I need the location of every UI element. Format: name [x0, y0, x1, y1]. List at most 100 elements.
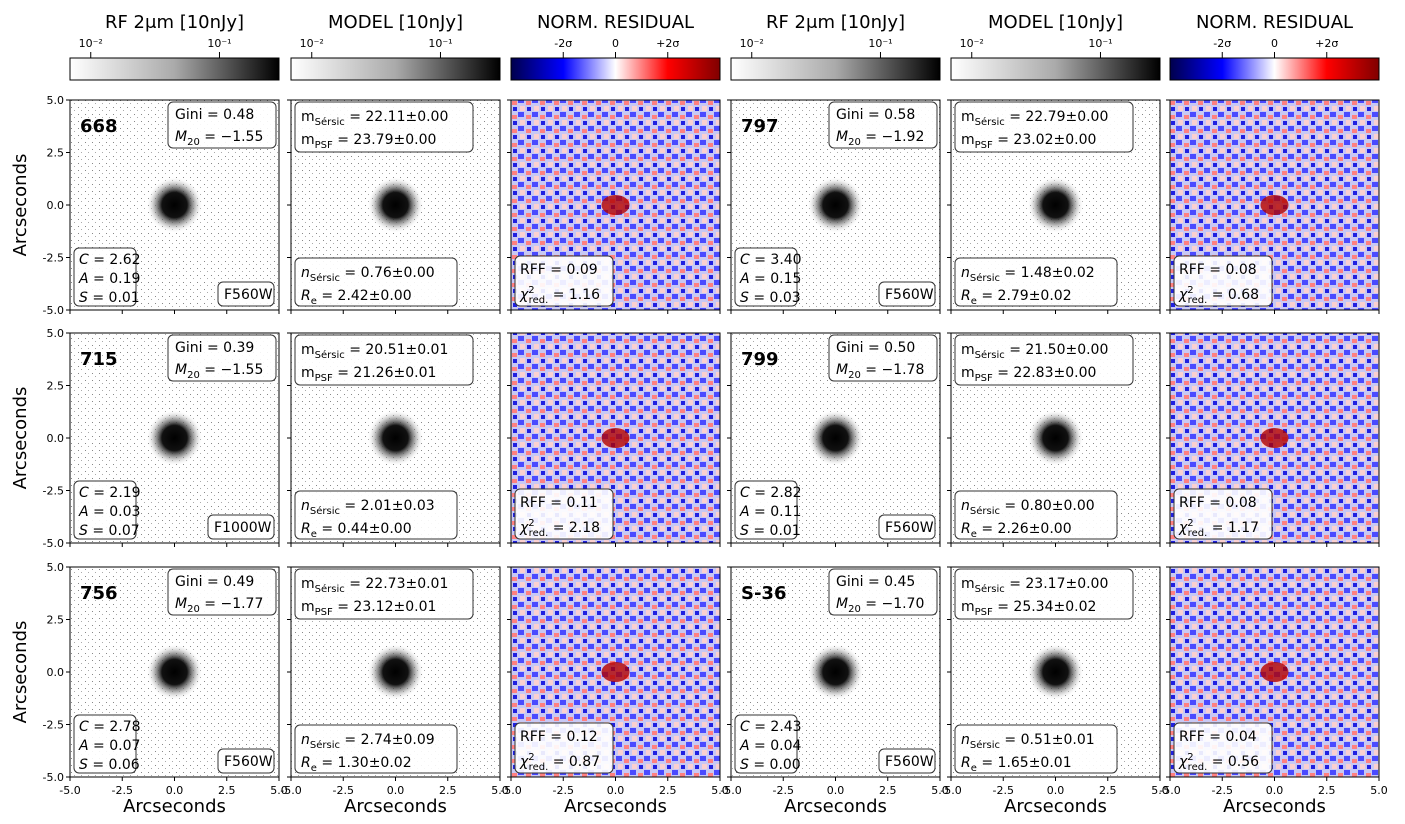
- annotation-part: M: [175, 596, 187, 612]
- annotation-part: =: [861, 596, 882, 612]
- label-box: [294, 568, 474, 620]
- annotation-part: =: [977, 288, 998, 304]
- label-box: [294, 724, 458, 774]
- y-tick-label: 0.0: [47, 666, 65, 679]
- annotation: M20 = −1.78: [836, 362, 924, 381]
- annotation-part: 0.19: [109, 271, 140, 287]
- annotation-part: S: [740, 523, 749, 539]
- residual-core: [1260, 428, 1289, 448]
- annotation-part: 0.00: [770, 757, 801, 773]
- annotation-part: 23.02±0.00: [1013, 132, 1096, 148]
- annotation-part: PSF: [315, 607, 333, 618]
- annotation-part: m: [301, 132, 315, 148]
- x-axis-label: Arcseconds: [344, 796, 447, 817]
- colorbar: [290, 57, 501, 81]
- annotation-part: 0.09: [566, 262, 597, 278]
- annotation-part: C: [79, 485, 89, 501]
- annotation-part: 1.16: [569, 287, 600, 303]
- annotation: Gini = 0.48: [175, 107, 254, 123]
- annotation-part: 20: [848, 137, 861, 148]
- annotation: Re = 2.42±0.00: [301, 288, 412, 307]
- source: [807, 177, 864, 233]
- colorbar-tick-label: +2σ: [656, 37, 679, 50]
- annotation: M20 = −1.92: [836, 129, 924, 148]
- annotation: S = 0.06: [79, 757, 140, 773]
- annotation-part: m: [301, 599, 315, 615]
- annotation-part: M: [836, 129, 848, 145]
- annotation-part: =: [1207, 754, 1228, 770]
- label-box: [954, 257, 1118, 307]
- colorbar-tick-label: 10⁻¹: [207, 37, 231, 50]
- annotation-part: PSF: [975, 373, 993, 384]
- annotation-part: m: [961, 365, 975, 381]
- annotation-part: A: [739, 504, 750, 520]
- annotation-part: e: [311, 296, 317, 307]
- source: [146, 177, 203, 233]
- annotation-part: 0.58: [884, 107, 915, 123]
- residual-core: [601, 195, 630, 215]
- annotation: nSérsic = 2.74±0.09: [301, 732, 435, 751]
- annotation-part: red.: [529, 295, 549, 306]
- annotation-part: m: [961, 342, 975, 358]
- x-axis-label: Arcseconds: [564, 796, 667, 817]
- x-tick-label: 5.0: [491, 784, 509, 797]
- annotation-part: Sérsic: [310, 272, 340, 284]
- y-tick-label: 2.5: [47, 380, 65, 393]
- colorbar-tick-label: -2σ: [554, 37, 572, 50]
- annotation-part: 22.11±0.00: [365, 109, 448, 125]
- annotation: F560W: [224, 287, 273, 303]
- annotation-part: Sérsic: [975, 116, 1005, 128]
- y-axis-label: Arcseconds: [10, 154, 31, 257]
- source: [1027, 177, 1084, 233]
- annotation-part: Sérsic: [315, 349, 345, 361]
- annotation-part: Sérsic: [315, 116, 345, 128]
- colorbar-tick-label: 10⁻¹: [1088, 37, 1112, 50]
- annotation: RFF = 0.09: [520, 262, 598, 278]
- annotation-part: =: [750, 738, 771, 754]
- annotation-part: 1.65±0.01: [998, 755, 1072, 771]
- annotation-part: χ: [1178, 287, 1188, 303]
- annotation-part: 21.26±0.01: [353, 365, 436, 381]
- annotation-part: 2: [528, 285, 534, 296]
- annotation-part: =: [1000, 265, 1021, 281]
- annotation-part: =: [340, 498, 361, 514]
- annotation-part: 0.45: [884, 574, 915, 590]
- annotation-part: =: [750, 271, 771, 287]
- source: [367, 177, 424, 233]
- label-box: [734, 247, 798, 307]
- colorbar-tick-label: 0: [1271, 37, 1278, 50]
- colorbar-tick-label: 0: [612, 37, 619, 50]
- annotation: C = 2.62: [79, 252, 141, 268]
- annotation: F560W: [224, 754, 273, 770]
- annotation-part: 2: [528, 752, 534, 763]
- annotation-part: Gini: [836, 574, 864, 590]
- annotation-part: Gini: [836, 107, 864, 123]
- annotation: A = 0.03: [78, 504, 140, 520]
- annotation-part: 0.03: [109, 504, 140, 520]
- annotation: mSérsic = 23.17±0.00: [961, 576, 1108, 595]
- annotation-part: Sérsic: [970, 505, 1000, 517]
- annotation: χ2 red. = 1.16: [519, 285, 600, 306]
- colorbar-tick-label: 10⁻¹: [868, 37, 892, 50]
- annotation-part: =: [861, 129, 882, 145]
- label-box: [878, 748, 936, 774]
- x-tick-label: 0.0: [387, 784, 405, 797]
- annotation: Re = 2.79±0.02: [961, 288, 1072, 307]
- annotation-part: =: [200, 596, 221, 612]
- annotation-part: 0.80±0.00: [1021, 498, 1095, 514]
- annotation-part: e: [971, 296, 977, 307]
- annotation: M20 = −1.55: [175, 129, 263, 148]
- annotation-part: m: [301, 365, 315, 381]
- annotation-part: =: [750, 719, 771, 735]
- annotation-part: S: [79, 757, 88, 773]
- column-title: NORM. RESIDUAL: [537, 12, 694, 33]
- annotation-part: 0.48: [223, 107, 254, 123]
- annotation-part: 21.50±0.00: [1025, 342, 1108, 358]
- x-tick-label: 0.0: [166, 784, 184, 797]
- annotation: mPSF = 23.79±0.00: [301, 132, 436, 151]
- annotation-part: −1.92: [881, 129, 924, 145]
- annotation-part: χ: [519, 754, 529, 770]
- annotation-part: 2.42±0.00: [338, 288, 412, 304]
- annotation-part: =: [89, 271, 110, 287]
